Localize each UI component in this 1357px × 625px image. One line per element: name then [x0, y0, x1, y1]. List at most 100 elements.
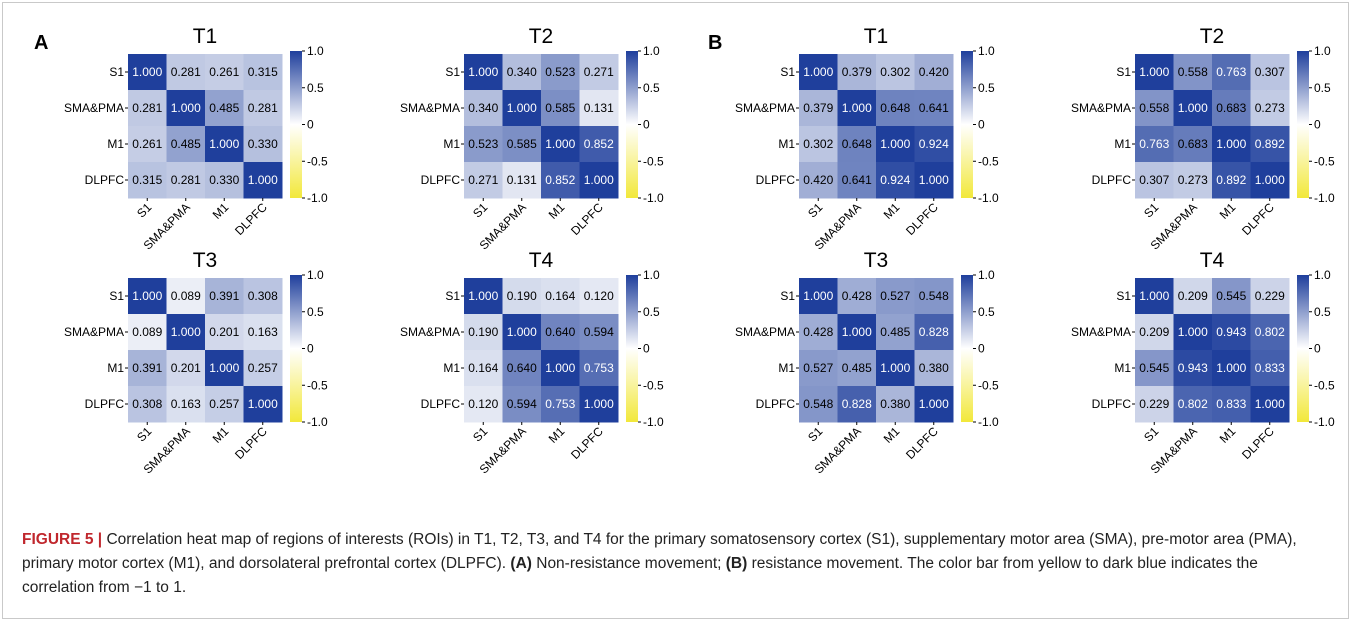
- heatmap-cell: [1173, 126, 1213, 163]
- heatmap-cell-value: 0.852: [545, 173, 575, 187]
- heatmap-cell: [1250, 314, 1290, 351]
- heatmap-cell-value: 0.558: [1178, 65, 1208, 79]
- row-label: SMA&PMA: [1071, 101, 1131, 115]
- row-label: M1: [107, 361, 124, 375]
- heatmap-cell-value: 0.428: [842, 289, 872, 303]
- heatmap-cell-value: 0.302: [880, 65, 910, 79]
- heatmap-cell-value: 0.261: [132, 137, 162, 151]
- row-label: S1: [109, 289, 124, 303]
- colorbar-tick-label: 1.0: [1314, 44, 1331, 58]
- caption-part-2: Non-resistance movement;: [531, 555, 726, 572]
- heatmap-cell: [128, 350, 167, 387]
- heatmap-cell: [579, 162, 619, 199]
- col-label: S1: [1141, 424, 1162, 445]
- heatmap-cell-value: 0.828: [919, 325, 949, 339]
- heatmap-cell-value: 0.209: [1139, 325, 1169, 339]
- heatmap-cell-value: 0.261: [209, 65, 239, 79]
- heatmap-cell-value: 0.802: [1255, 325, 1285, 339]
- heatmap-cell-value: 0.558: [1139, 101, 1169, 115]
- heatmap-cell: [799, 314, 838, 351]
- heatmap-cell: [1173, 386, 1213, 423]
- heatmap-cell-value: 0.209: [1178, 289, 1208, 303]
- heatmap-cell-value: 0.257: [248, 361, 278, 375]
- heatmap-cell-value: 0.308: [248, 289, 278, 303]
- heatmap-cell: [876, 278, 915, 315]
- colorbar-tick-label: -0.5: [307, 378, 328, 392]
- heatmap-cell-value: 0.229: [1255, 289, 1285, 303]
- heatmap-cell: [1212, 314, 1251, 351]
- heatmap-cell-value: 0.585: [545, 101, 575, 115]
- heatmap-cell-value: 0.763: [1139, 137, 1169, 151]
- row-label: DLPFC: [421, 397, 461, 411]
- colorbar-tick-label: -1.0: [643, 191, 664, 205]
- heatmap-cell-value: 1.000: [248, 173, 278, 187]
- heatmap-cell-value: 1.000: [248, 397, 278, 411]
- colorbar-tick-label: 1.0: [643, 44, 660, 58]
- heatmap-cell-value: 1.000: [507, 325, 537, 339]
- col-label: DLPFC: [1239, 424, 1277, 462]
- row-label: DLPFC: [1092, 173, 1132, 187]
- heatmap-cell: [1212, 162, 1251, 199]
- colorbar-tick-label: 1.0: [978, 268, 995, 282]
- heatmap-cell-value: 0.379: [842, 65, 872, 79]
- col-label: S1: [805, 200, 826, 221]
- heatmap-cell-value: 0.892: [1216, 173, 1246, 187]
- heatmap-cell: [243, 278, 283, 315]
- heatmap-cell-value: 0.485: [209, 101, 239, 115]
- heatmap-cell: [166, 386, 206, 423]
- heatmap-b-t4: T4 1.000 0.209 0.545 0.229 0.209 1.000 0.943 0.8…: [1071, 249, 1335, 477]
- heatmap-cell-value: 0.330: [209, 173, 239, 187]
- colorbar-tick-label: -1.0: [978, 191, 999, 205]
- heatmap-cell-value: 0.648: [842, 137, 872, 151]
- heatmap-cell: [1212, 126, 1251, 163]
- colorbar-tick-label: 0: [307, 342, 314, 356]
- heatmap-cell-value: 0.308: [132, 397, 162, 411]
- heatmap-cell-value: 1.000: [803, 289, 833, 303]
- heatmap-cell: [205, 314, 244, 351]
- heatmap-cell: [837, 386, 877, 423]
- colorbar: [961, 51, 973, 198]
- heatmap-cell: [1135, 162, 1174, 199]
- row-label: M1: [778, 361, 795, 375]
- col-label: M1: [1217, 424, 1239, 446]
- heatmap-cell-value: 0.548: [803, 397, 833, 411]
- panel-letter-b: B: [708, 32, 723, 54]
- heatmap-cell: [1135, 126, 1174, 163]
- heatmap-cell: [243, 90, 283, 127]
- heatmap-cell-value: 1.000: [842, 101, 872, 115]
- heatmap-cell: [799, 386, 838, 423]
- colorbar: [1297, 51, 1309, 198]
- heatmap-cell-value: 0.164: [545, 289, 575, 303]
- heatmap-cell-value: 1.000: [132, 289, 162, 303]
- colorbar-tick-label: -1.0: [1314, 191, 1335, 205]
- heatmap-cell: [799, 162, 838, 199]
- heatmap-cell-value: 0.683: [1216, 101, 1246, 115]
- heatmap-a-t3: T3 1.000 0.089 0.391 0.308 0.089 1.000 0.201 0.1…: [64, 249, 328, 477]
- heatmap-cell: [876, 386, 915, 423]
- heatmap-cell-value: 0.307: [1139, 173, 1169, 187]
- heatmap-cell: [541, 386, 580, 423]
- heatmap-cell: [1250, 162, 1290, 199]
- heatmap-cell: [1250, 90, 1290, 127]
- heatmap-b-t2: T2 1.000 0.558 0.763 0.307 0.558 1.000 0.683 0.2…: [1071, 25, 1335, 253]
- heatmap-cell: [541, 90, 580, 127]
- heatmap-cell: [876, 90, 915, 127]
- heatmap-b-t1: T1 1.000 0.379 0.302 0.420 0.379 1.000 0.648 0.6…: [735, 25, 999, 253]
- heatmap-cell-value: 0.281: [171, 65, 201, 79]
- heatmap-cell-value: 0.379: [803, 101, 833, 115]
- colorbar-tick-label: 0: [978, 118, 985, 132]
- heatmap-cell-value: 1.000: [842, 325, 872, 339]
- row-label: S1: [1116, 65, 1131, 79]
- figure-frame: [2, 2, 1349, 619]
- heatmap-cell: [205, 278, 244, 315]
- col-label: DLPFC: [903, 424, 941, 462]
- heatmap-cell: [205, 126, 244, 163]
- heatmap-cell: [914, 162, 954, 199]
- heatmap-cell: [128, 126, 167, 163]
- colorbar-tick-label: 0: [643, 118, 650, 132]
- heatmap-cell: [876, 314, 915, 351]
- heatmap-cell: [1212, 278, 1251, 315]
- colorbar-tick-label: -1.0: [643, 415, 664, 429]
- heatmap-cell: [579, 350, 619, 387]
- col-label: M1: [210, 200, 232, 222]
